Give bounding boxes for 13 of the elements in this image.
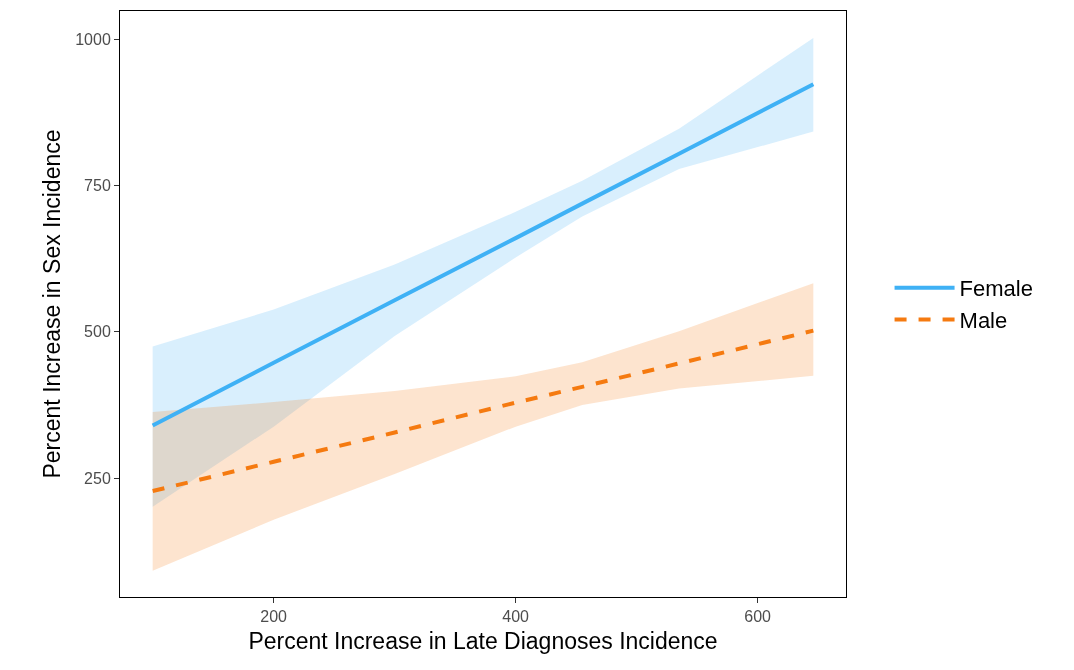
y-tick-label: 500 xyxy=(84,323,111,341)
x-tick-label: 200 xyxy=(260,608,288,626)
y-axis-title: Percent Increase in Sex Incidence xyxy=(38,129,65,479)
x-tick-label: 600 xyxy=(744,608,772,626)
y-tick-label: 250 xyxy=(84,469,111,487)
y-tick-label: 1000 xyxy=(75,30,111,48)
y-tick-label: 750 xyxy=(84,177,111,195)
legend-label: Female xyxy=(959,276,1033,302)
x-tick-label: 400 xyxy=(502,608,530,626)
legend-label: Male xyxy=(959,307,1008,333)
line-series xyxy=(150,328,816,494)
line-series xyxy=(150,82,816,428)
x-axis-title: Percent Increase in Late Diagnoses Incidence xyxy=(248,627,718,654)
